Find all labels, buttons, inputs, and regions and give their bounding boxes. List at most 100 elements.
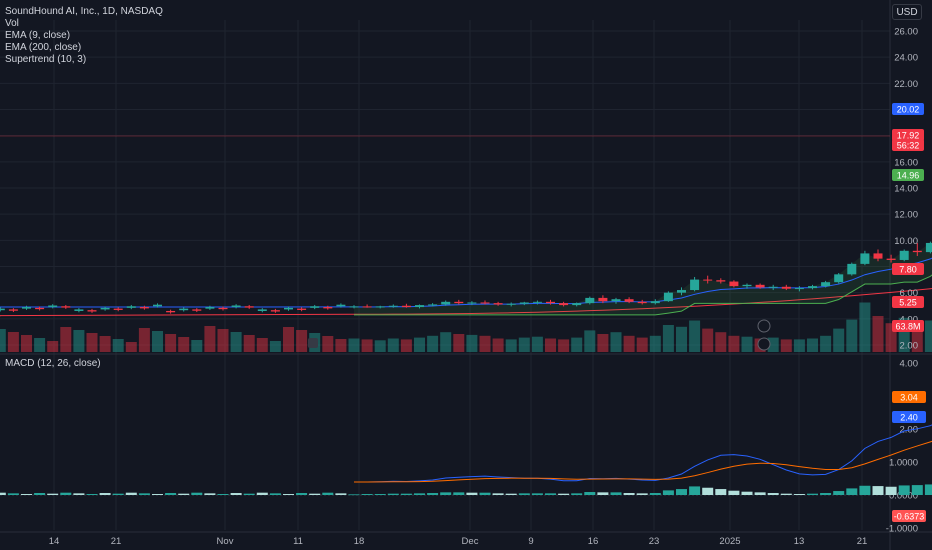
time-axis-label: 16: [588, 536, 599, 547]
candle: [257, 309, 267, 311]
macd-histogram-bar: [86, 494, 98, 495]
macd-histogram-bar: [689, 486, 701, 495]
macd-value-text: 2.40: [900, 413, 918, 423]
candle: [126, 306, 136, 308]
macd-histogram-bar: [21, 494, 32, 495]
volume-bar: [296, 330, 308, 352]
candle: [35, 307, 45, 310]
macd-histogram-bar: [73, 493, 85, 495]
volume-bar: [21, 335, 32, 352]
macd-histogram-bar: [387, 493, 399, 495]
candle: [873, 253, 883, 259]
macd-histogram-bar: [322, 492, 334, 495]
volume-bar: [898, 317, 910, 352]
flash-icon[interactable]: [757, 337, 771, 351]
macd-value-badge: [892, 510, 926, 522]
volume-bar: [872, 316, 884, 352]
legend-volume: Vol: [5, 18, 19, 29]
candle: [624, 299, 634, 302]
price-label-text: 14.96: [897, 171, 920, 181]
volume-bar: [518, 337, 530, 352]
macd-histogram-bar: [597, 492, 609, 495]
volume-bar: [466, 334, 478, 352]
macd-tick-label: 4.00: [900, 359, 919, 370]
macd-histogram-bar: [846, 488, 858, 495]
volume-bar: [0, 329, 6, 352]
candle: [218, 307, 228, 310]
macd-histogram-bar: [191, 492, 203, 495]
macd-histogram-bar: [309, 493, 321, 495]
candle: [270, 310, 280, 312]
candle: [480, 302, 490, 304]
macd-histogram-bar: [662, 490, 674, 495]
macd-histogram-bar: [859, 485, 871, 495]
currency-button[interactable]: USD: [892, 4, 922, 20]
macd-histogram-bar: [924, 484, 932, 495]
time-axis-label: Dec: [462, 536, 479, 547]
candle: [886, 258, 896, 260]
volume-bar: [152, 331, 163, 352]
volume-bar: [545, 338, 556, 352]
time-axis-label: 18: [354, 536, 365, 547]
candle: [650, 301, 660, 304]
add-indicator-icon[interactable]: [757, 319, 771, 333]
candle: [821, 282, 831, 287]
price-label-text: 63.8M: [895, 322, 920, 332]
symbol-title: SoundHound AI, Inc., 1D, NASDAQ: [5, 6, 163, 17]
candle: [493, 303, 503, 305]
candle: [388, 305, 398, 307]
macd-histogram-bar: [361, 494, 373, 495]
time-axis-label: 11: [293, 536, 303, 547]
macd-histogram-bar: [767, 493, 779, 495]
macd-histogram-bar: [505, 493, 517, 495]
macd-histogram-bar: [479, 492, 491, 495]
price-label-text: 17.92: [897, 131, 920, 141]
price-tick-label: 26.00: [894, 27, 918, 38]
volume-bar: [361, 339, 373, 352]
time-axis-label: 13: [794, 536, 805, 547]
price-label-badge: [892, 169, 924, 181]
candle: [244, 306, 254, 308]
macd-histogram-bar: [702, 487, 714, 495]
candle: [0, 308, 5, 311]
candle: [847, 263, 857, 275]
volume-bar: [610, 332, 622, 352]
macd-histogram-bar: [204, 493, 216, 495]
price-tick-label: 16.00: [894, 157, 918, 168]
candle: [87, 310, 97, 312]
candle: [860, 253, 870, 264]
price-label-badge: [892, 139, 924, 151]
volume-bar: [86, 333, 98, 352]
macd-tick-label: 0.0000: [889, 491, 918, 502]
volume-bar: [623, 335, 635, 352]
macd-tick-label: -1.0000: [886, 524, 918, 535]
macd-histogram-bar: [558, 493, 570, 495]
candle: [205, 307, 215, 309]
candle: [742, 284, 752, 287]
candle: [48, 305, 58, 308]
volume-bar: [414, 337, 425, 352]
macd-histogram-bar: [793, 494, 805, 495]
candle: [375, 306, 385, 308]
volume-bar: [112, 339, 124, 352]
candle: [519, 302, 529, 304]
volume-bar: [47, 341, 59, 352]
candle: [166, 310, 176, 313]
price-tick-label: 2.00: [900, 341, 919, 352]
macd-histogram-bar: [545, 493, 556, 495]
volume-bar: [283, 327, 294, 352]
price-label-badge: [892, 263, 924, 275]
candle: [297, 308, 307, 310]
volume-bar: [125, 342, 137, 352]
volume-bar: [820, 335, 832, 352]
volume-bar: [400, 339, 412, 352]
volume-bar: [859, 302, 871, 352]
earnings-event-icon: [308, 338, 318, 348]
price-label-text: 20.02: [897, 105, 920, 115]
macd-histogram-bar: [492, 493, 504, 495]
price-label-badge: [892, 103, 924, 115]
candle: [100, 307, 110, 310]
volume-bar: [846, 319, 858, 352]
macd-histogram-bar: [728, 490, 740, 495]
